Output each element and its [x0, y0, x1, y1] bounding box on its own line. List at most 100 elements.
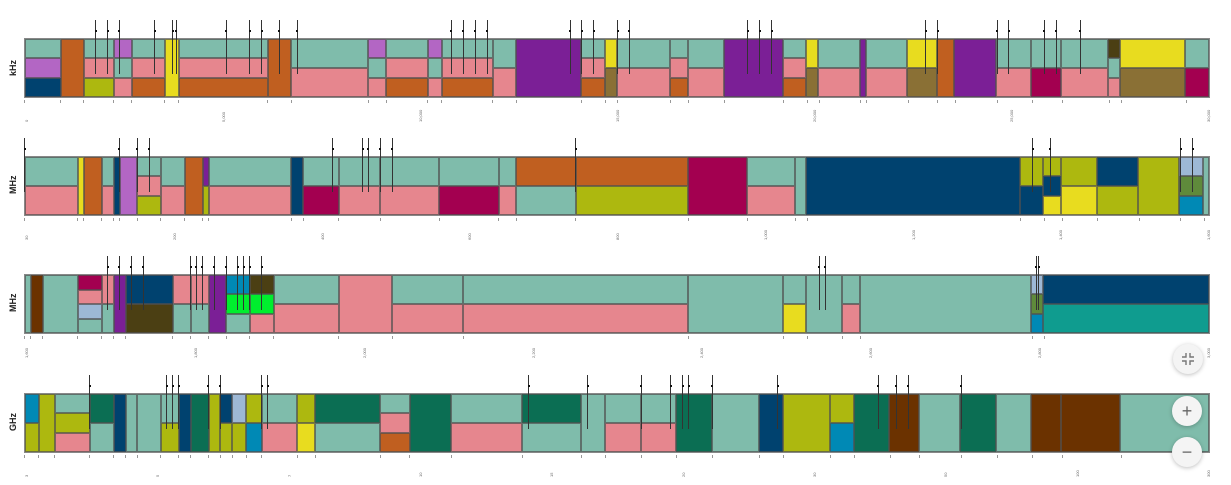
allocation-cell-mobile[interactable]	[841, 304, 860, 333]
allocation-segment[interactable]	[1108, 39, 1121, 97]
footnote-marker[interactable]	[640, 375, 643, 429]
footnote-marker[interactable]	[242, 256, 245, 310]
footnote-marker[interactable]	[450, 20, 453, 74]
allocation-cell-fixed[interactable]	[1203, 157, 1209, 215]
allocation-cell-fixed[interactable]	[859, 275, 1032, 333]
allocation-cell-mobile[interactable]	[498, 186, 517, 215]
allocation-cell-space-research[interactable]	[113, 394, 126, 452]
allocation-cell-inter-satellite[interactable]	[889, 394, 919, 452]
allocation-cell-fixed[interactable]	[995, 394, 1032, 452]
allocation-cell-satellite[interactable]	[830, 394, 854, 423]
allocation-cell-aeronautical-radionavigation[interactable]	[575, 157, 689, 186]
allocation-segment[interactable]	[178, 394, 191, 452]
allocation-segment[interactable]	[960, 394, 996, 452]
allocation-cell-mobile[interactable]	[427, 77, 442, 97]
allocation-segment[interactable]	[113, 394, 126, 452]
allocation-cell-meteorological-aids[interactable]	[1031, 275, 1044, 295]
allocation-cell-amateur[interactable]	[806, 39, 819, 68]
allocation-segment[interactable]	[232, 394, 247, 452]
allocation-segment[interactable]	[617, 39, 671, 97]
allocation-cell-mobile[interactable]	[101, 186, 114, 215]
footnote-marker[interactable]	[177, 375, 180, 429]
footnote-marker[interactable]	[960, 375, 963, 429]
allocation-cell-olive[interactable]	[1031, 294, 1044, 314]
footnote-marker[interactable]	[586, 375, 589, 429]
allocation-segment[interactable]	[954, 39, 996, 97]
allocation-segment[interactable]	[1031, 394, 1061, 452]
footnote-marker[interactable]	[106, 256, 109, 310]
allocation-segment[interactable]	[409, 394, 452, 452]
allocation-cell-earth-exploration-satellite[interactable]	[90, 394, 114, 423]
allocation-cell-mobile-satellite[interactable]	[1031, 313, 1044, 333]
allocation-cell-satellite[interactable]	[161, 423, 179, 452]
footnote-marker[interactable]	[758, 20, 761, 74]
allocation-cell-aeronautical-radionavigation[interactable]	[84, 157, 102, 215]
allocation-cell-satellite[interactable]	[1137, 157, 1180, 215]
allocation-cell-fixed[interactable]	[273, 275, 339, 304]
allocation-cell-broadcasting[interactable]	[859, 39, 866, 97]
allocation-cell-aeronautical-radionavigation[interactable]	[178, 77, 268, 97]
allocation-segment[interactable]	[1061, 39, 1109, 97]
allocation-cell-fixed[interactable]	[190, 304, 209, 333]
footnote-marker[interactable]	[136, 138, 139, 192]
allocation-segment[interactable]	[184, 157, 203, 215]
allocation-cell-fixed[interactable]	[101, 157, 114, 186]
allocation-cell-satellite[interactable]	[54, 413, 91, 433]
allocation-cell-amateur[interactable]	[164, 39, 179, 97]
allocation-cell-mobile[interactable]	[688, 68, 724, 97]
allocation-segment[interactable]	[291, 157, 304, 215]
footnote-marker[interactable]	[165, 375, 168, 429]
allocation-segment[interactable]	[60, 39, 85, 97]
allocation-segment[interactable]	[936, 39, 955, 97]
allocation-cell-fixed[interactable]	[782, 275, 807, 304]
allocation-cell-fixed[interactable]	[173, 304, 191, 333]
allocation-cell-fixed[interactable]	[492, 39, 517, 68]
allocation-cell-mobile[interactable]	[1108, 77, 1121, 97]
allocation-cell-fixed[interactable]	[688, 275, 783, 333]
allocation-segment[interactable]	[1185, 39, 1209, 97]
footnote-marker[interactable]	[195, 256, 198, 310]
allocation-cell-earth-exploration-satellite[interactable]	[409, 394, 452, 452]
allocation-cell-space-research[interactable]	[125, 275, 173, 304]
allocation-cell-fixed-satellite[interactable]	[1043, 304, 1209, 333]
allocation-cell-radiolocation[interactable]	[688, 157, 748, 215]
allocation-cell-aeronautical-radionavigation[interactable]	[516, 157, 576, 186]
allocation-cell-space-research[interactable]	[178, 394, 191, 452]
allocation-cell-maritime-mobile[interactable]	[605, 68, 617, 97]
allocation-cell-fixed[interactable]	[392, 275, 464, 304]
allocation-segment[interactable]	[380, 157, 440, 215]
allocation-cell-fixed[interactable]	[439, 157, 499, 186]
allocation-segment[interactable]	[190, 275, 209, 333]
allocation-cell-satellite[interactable]	[575, 186, 689, 215]
allocation-cell-amateur[interactable]	[1120, 39, 1186, 68]
allocation-cell-mobile-satellite[interactable]	[830, 423, 854, 452]
allocation-cell-fixed[interactable]	[441, 39, 493, 59]
allocation-cell-broadcasting[interactable]	[516, 39, 582, 97]
footnote-marker[interactable]	[361, 138, 364, 192]
zoom-out-button[interactable]: −	[1172, 437, 1202, 467]
allocation-cell-amateur[interactable]	[1061, 186, 1097, 215]
footnote-marker[interactable]	[824, 256, 827, 310]
allocation-cell-satellite[interactable]	[39, 394, 55, 452]
allocation-cell-radiolocation[interactable]	[1185, 68, 1209, 97]
footnote-marker[interactable]	[486, 20, 489, 74]
allocation-cell-mobile[interactable]	[178, 58, 268, 78]
footnote-marker[interactable]	[592, 20, 595, 74]
allocation-segment[interactable]	[492, 39, 517, 97]
footnote-marker[interactable]	[331, 138, 334, 192]
allocation-cell-fixed[interactable]	[918, 394, 961, 452]
footnote-marker[interactable]	[818, 256, 821, 310]
allocation-segment[interactable]	[84, 39, 114, 97]
allocation-segment[interactable]	[208, 275, 227, 333]
allocation-cell-aeronautical-radionavigation[interactable]	[670, 77, 689, 97]
allocation-cell-fixed[interactable]	[54, 394, 91, 414]
footnote-marker[interactable]	[1043, 20, 1046, 74]
allocation-cell-broadcasting[interactable]	[208, 275, 227, 333]
footnote-marker[interactable]	[260, 256, 263, 310]
footnote-marker[interactable]	[106, 20, 109, 74]
allocation-cell-mobile[interactable]	[84, 58, 114, 78]
allocation-segment[interactable]	[605, 394, 641, 452]
allocation-cell-broadcasting[interactable]	[202, 157, 209, 186]
allocation-cell-amateur[interactable]	[907, 39, 937, 68]
allocation-cell-fixed[interactable]	[581, 394, 606, 452]
